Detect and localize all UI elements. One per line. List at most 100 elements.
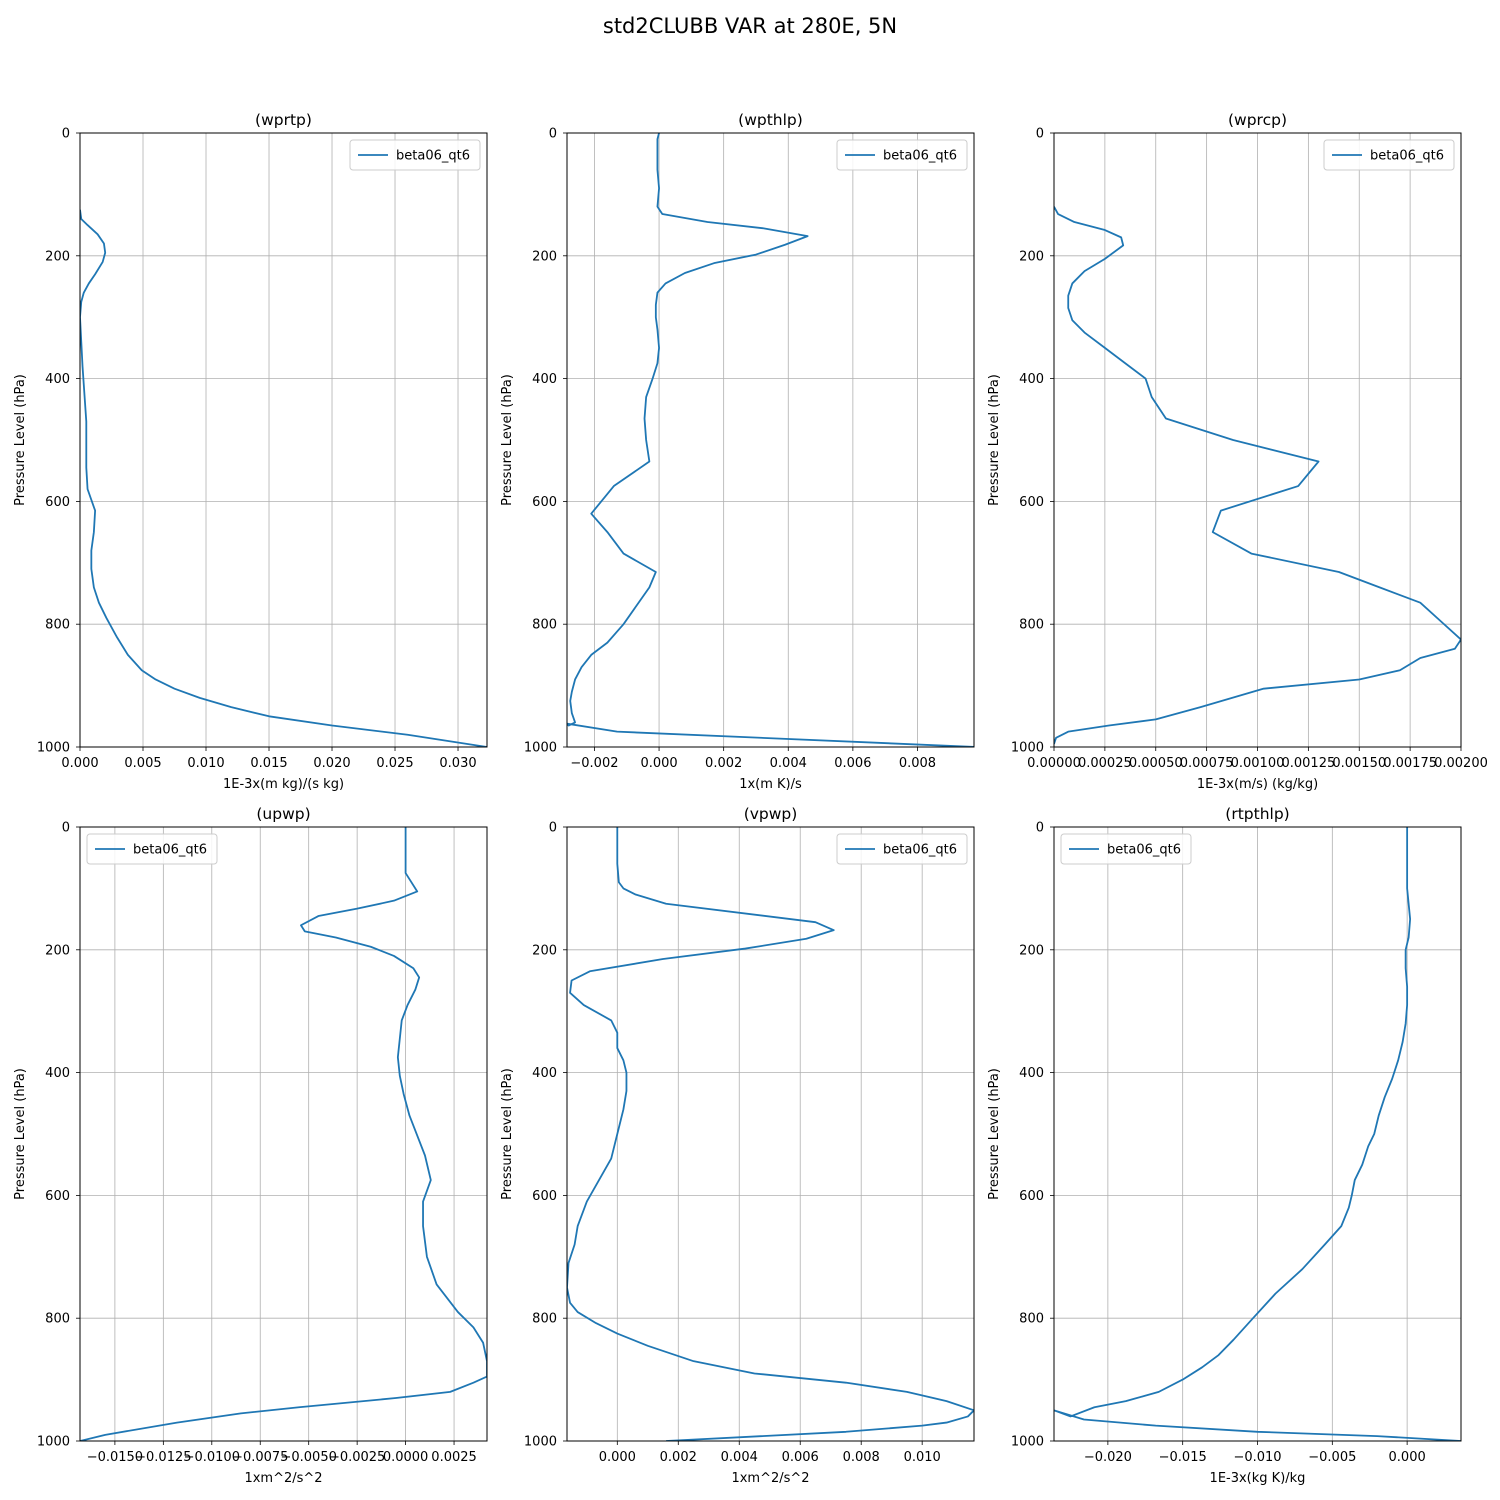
panel-title: (wprtp) xyxy=(255,111,312,129)
x-tick-label: −0.0150 xyxy=(87,1450,143,1465)
y-tick-label: 200 xyxy=(1019,249,1044,264)
x-tick-label: 0.004 xyxy=(770,756,807,771)
x-tick-label: 0.002 xyxy=(660,1450,697,1465)
x-axis-label: 1xm^2/s^2 xyxy=(244,1471,322,1486)
y-tick-label: 200 xyxy=(45,249,70,264)
panel-title: (vpwp) xyxy=(744,805,798,823)
y-tick-label: 800 xyxy=(532,1312,557,1327)
legend-box xyxy=(86,833,218,865)
y-tick-label: 0 xyxy=(62,127,70,142)
x-tick-label: −0.010 xyxy=(1233,1450,1281,1465)
y-tick-label: 1000 xyxy=(1011,1435,1044,1450)
y-tick-label: 600 xyxy=(45,1189,70,1204)
x-tick-label: −0.005 xyxy=(1308,1450,1356,1465)
x-tick-label: 0.008 xyxy=(899,756,936,771)
x-tick-label: 0.00050 xyxy=(1129,756,1183,771)
y-tick-label: 600 xyxy=(1019,495,1044,510)
y-axis-label: Pressure Level (hPa) xyxy=(13,1068,28,1200)
legend-label: beta06_qt6 xyxy=(1107,843,1181,858)
panel-title: (rtpthlp) xyxy=(1225,805,1289,823)
y-tick-label: 1000 xyxy=(524,1435,557,1450)
series-line xyxy=(1054,206,1461,745)
y-tick-label: 800 xyxy=(1019,618,1044,633)
legend: beta06_qt6 xyxy=(349,139,481,171)
x-axis-label: 1E-3x(kg K)/kg xyxy=(1210,1471,1306,1486)
axes-frame xyxy=(566,826,975,1442)
y-tick-label: 1000 xyxy=(37,741,70,756)
y-tick-label: 800 xyxy=(1019,1312,1044,1327)
y-tick-label: 0 xyxy=(549,127,557,142)
x-tick-label: 0.00075 xyxy=(1180,756,1234,771)
y-tick-label: 0 xyxy=(62,821,70,836)
y-tick-label: 0 xyxy=(1036,127,1044,142)
y-axis-label: Pressure Level (hPa) xyxy=(13,374,28,506)
axes-frame xyxy=(79,826,488,1442)
y-tick-label: 400 xyxy=(45,1066,70,1081)
x-tick-label: −0.0100 xyxy=(184,1450,240,1465)
x-tick-label: 0.000 xyxy=(640,756,677,771)
y-tick-label: 200 xyxy=(45,943,70,958)
y-tick-label: 1000 xyxy=(37,1435,70,1450)
legend: beta06_qt6 xyxy=(1323,139,1455,171)
x-tick-label: 0.00025 xyxy=(1078,756,1132,771)
x-tick-label: −0.0075 xyxy=(232,1450,288,1465)
series-line xyxy=(80,827,487,1441)
series-line xyxy=(567,827,974,1441)
x-tick-label: 0.008 xyxy=(843,1450,880,1465)
x-tick-label: −0.0050 xyxy=(280,1450,336,1465)
x-tick-label: 0.015 xyxy=(250,756,287,771)
x-tick-label: 0.00125 xyxy=(1281,756,1335,771)
chart-panel: −0.0150−0.0125−0.0100−0.0075−0.0050−0.00… xyxy=(13,805,488,1486)
y-tick-label: 400 xyxy=(532,1066,557,1081)
y-axis-label: Pressure Level (hPa) xyxy=(987,1068,1002,1200)
axes-frame xyxy=(566,132,975,748)
y-tick-label: 200 xyxy=(1019,943,1044,958)
x-tick-label: 0.00200 xyxy=(1434,756,1488,771)
panel-title: (upwp) xyxy=(256,805,310,823)
x-tick-label: 0.010 xyxy=(904,1450,941,1465)
axes-frame xyxy=(79,132,488,748)
x-tick-label: 0.000 xyxy=(1389,1450,1426,1465)
y-tick-label: 400 xyxy=(1019,372,1044,387)
y-tick-label: 800 xyxy=(45,1312,70,1327)
x-axis-label: 1x(m K)/s xyxy=(739,777,802,792)
x-tick-label: 0.006 xyxy=(782,1450,819,1465)
legend: beta06_qt6 xyxy=(836,833,968,865)
y-tick-label: 600 xyxy=(532,1189,557,1204)
y-tick-label: 0 xyxy=(1036,821,1044,836)
x-tick-label: 0.00150 xyxy=(1332,756,1386,771)
legend: beta06_qt6 xyxy=(836,139,968,171)
x-tick-label: 0.030 xyxy=(439,756,476,771)
x-axis-label: 1xm^2/s^2 xyxy=(731,1471,809,1486)
x-tick-label: 0.000 xyxy=(61,756,98,771)
x-axis-label: 1E-3x(m/s) (kg/kg) xyxy=(1197,777,1318,792)
chart-panel: 0.000 0.002 0.004 0.006 0.008 0.010 0 200 400 600… xyxy=(500,805,975,1486)
legend-box xyxy=(1060,833,1192,865)
chart-panel: 0.000 0.005 0.010 0.015 0.020 0.025 0.030 0 200 4… xyxy=(13,111,488,792)
legend-label: beta06_qt6 xyxy=(133,843,207,858)
x-tick-label: 0.00000 xyxy=(1027,756,1081,771)
y-tick-label: 200 xyxy=(532,943,557,958)
y-tick-label: 0 xyxy=(549,821,557,836)
x-tick-label: −0.002 xyxy=(570,756,618,771)
legend-label: beta06_qt6 xyxy=(1370,149,1444,164)
y-tick-label: 800 xyxy=(532,618,557,633)
y-tick-label: 400 xyxy=(1019,1066,1044,1081)
legend-box xyxy=(349,139,481,171)
x-tick-label: 0.002 xyxy=(705,756,742,771)
y-tick-label: 600 xyxy=(1019,1189,1044,1204)
x-tick-label: 0.0025 xyxy=(431,1450,477,1465)
chart-panel: −0.002 0.000 0.002 0.004 0.006 0.008 0 200 400 60… xyxy=(500,111,975,792)
y-tick-label: 1000 xyxy=(1011,741,1044,756)
x-tick-label: 0.006 xyxy=(834,756,871,771)
y-tick-label: 600 xyxy=(532,495,557,510)
series-line xyxy=(1054,827,1461,1441)
y-tick-label: 400 xyxy=(45,372,70,387)
x-tick-label: 0.020 xyxy=(313,756,350,771)
x-tick-label: −0.015 xyxy=(1159,1450,1207,1465)
legend: beta06_qt6 xyxy=(86,833,218,865)
legend-label: beta06_qt6 xyxy=(396,149,470,164)
chart-panel: 0.000000.000250.000500.000750.001000.001… xyxy=(987,111,1488,792)
y-axis-label: Pressure Level (hPa) xyxy=(500,1068,515,1200)
